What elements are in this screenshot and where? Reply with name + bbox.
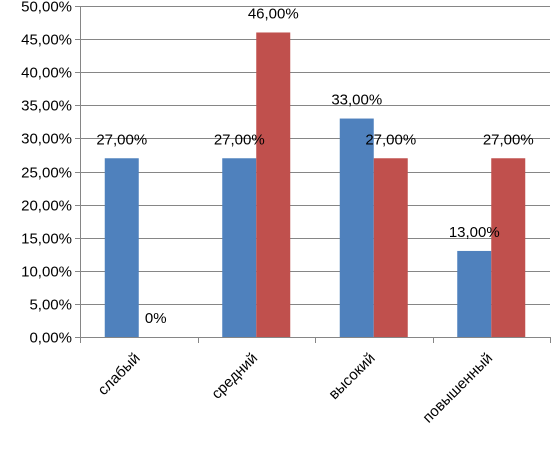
bar-series-1-4	[457, 250, 492, 337]
bars	[104, 32, 526, 337]
y-tick-label: 5,00%	[29, 297, 72, 314]
data-label: 27,00%	[365, 131, 416, 148]
category-label: средний	[208, 350, 261, 403]
bar-series-1-2	[222, 158, 257, 337]
data-labels: 27,00% 0% 27,00% 46,00% 33,00% 27,00% 13,00% 27…	[96, 5, 533, 327]
bar-series-1-1	[104, 158, 139, 337]
data-label: 27,00%	[214, 131, 265, 148]
y-tick-label: 35,00%	[21, 98, 72, 115]
y-tick-label: 30,00%	[21, 131, 72, 148]
data-label: 0%	[145, 310, 167, 327]
data-label: 13,00%	[449, 224, 500, 241]
y-tick-label: 50,00%	[21, 0, 72, 16]
category-label: повышенный	[419, 350, 496, 427]
data-label: 27,00%	[483, 131, 534, 148]
category-label: слабый	[95, 350, 144, 399]
axes	[75, 6, 551, 343]
y-tick-label: 40,00%	[21, 65, 72, 82]
gridlines	[80, 6, 550, 305]
data-label: 27,00%	[96, 131, 147, 148]
bar-series-2-3	[373, 158, 408, 337]
y-tick-label: 45,00%	[21, 32, 72, 49]
y-tick-labels: 0,00% 5,00% 10,00% 15,00% 20,00% 25,00% 30,00%…	[21, 0, 72, 347]
y-tick-label: 25,00%	[21, 165, 72, 182]
bar-series-1-3	[339, 118, 374, 337]
y-tick-label: 20,00%	[21, 198, 72, 215]
y-tick-label: 15,00%	[21, 231, 72, 248]
bar-series-2-2	[256, 32, 291, 337]
data-label: 46,00%	[248, 5, 299, 22]
category-labels: слабый средний высокий повышенный	[95, 350, 497, 427]
category-label: высокий	[325, 350, 378, 403]
y-tick-label: 10,00%	[21, 264, 72, 281]
data-label: 33,00%	[331, 92, 382, 109]
bar-series-2-4	[491, 158, 526, 337]
y-tick-label: 0,00%	[29, 330, 72, 347]
